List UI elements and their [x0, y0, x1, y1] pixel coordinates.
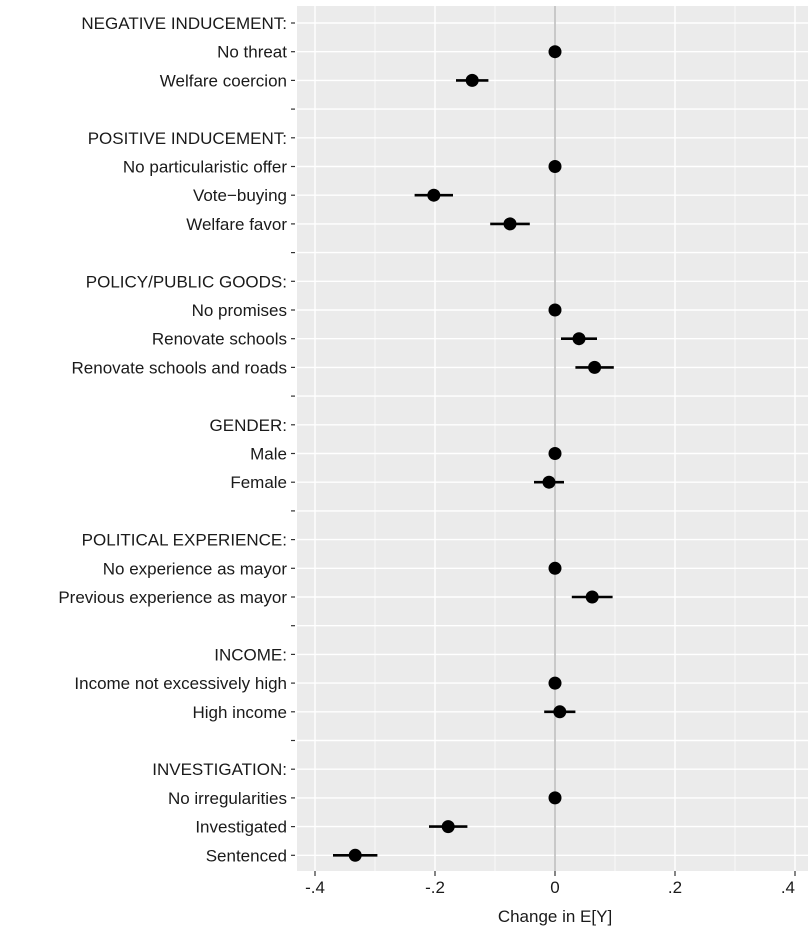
- row-label: High income: [193, 703, 288, 722]
- x-axis: -.4 -.2 0 .2 .4: [305, 871, 796, 897]
- y-axis-labels: NEGATIVE INDUCEMENT: No threat Welfare coe…: [58, 14, 295, 865]
- x-tick-label: -.2: [425, 878, 445, 897]
- x-tick-label: .4: [781, 878, 795, 897]
- estimate-point: [503, 217, 517, 231]
- group-header-label: GENDER:: [210, 416, 287, 435]
- estimate-point: [553, 705, 567, 719]
- row-label: Welfare favor: [186, 215, 287, 234]
- x-tick-label: .2: [668, 878, 682, 897]
- x-tick-label: -.4: [305, 878, 325, 897]
- estimate-point: [585, 590, 599, 604]
- estimate-point: [548, 303, 562, 317]
- estimate-point: [548, 791, 562, 805]
- estimate-point: [548, 447, 562, 460]
- row-label: Investigated: [195, 818, 287, 837]
- estimate-point: [441, 820, 455, 834]
- estimate-point: [548, 45, 562, 59]
- estimate-point: [465, 73, 479, 87]
- estimate-point: [588, 360, 602, 374]
- group-header-label: INVESTIGATION:: [152, 760, 287, 779]
- row-label: Renovate schools and roads: [72, 358, 287, 377]
- row-label: Welfare coercion: [160, 71, 287, 90]
- estimate-point: [542, 475, 556, 489]
- row-label: Male: [250, 445, 287, 464]
- group-header-label: POLITICAL EXPERIENCE:: [82, 531, 287, 550]
- estimate-point: [548, 160, 562, 173]
- plot-panel: [297, 6, 808, 871]
- row-label: No particularistic offer: [123, 158, 287, 177]
- estimate-point: [572, 332, 586, 346]
- group-header-label: INCOME:: [214, 645, 287, 664]
- row-label: No irregularities: [168, 789, 287, 808]
- estimate-point: [348, 848, 362, 862]
- row-label: No threat: [217, 43, 287, 62]
- estimate-point: [427, 188, 441, 202]
- row-label: No promises: [192, 301, 287, 320]
- row-label: Renovate schools: [152, 330, 287, 349]
- row-label: No experience as mayor: [103, 559, 288, 578]
- x-axis-title: Change in E[Y]: [498, 907, 612, 926]
- estimate-point: [548, 676, 562, 690]
- estimate-marks: [333, 45, 614, 862]
- row-label: Sentenced: [206, 846, 287, 865]
- group-header-label: POLICY/PUBLIC GOODS:: [86, 272, 287, 291]
- estimate-point: [548, 561, 562, 575]
- row-label: Previous experience as mayor: [58, 588, 287, 607]
- row-label: Vote−buying: [193, 186, 287, 205]
- group-header-label: NEGATIVE INDUCEMENT:: [81, 14, 287, 33]
- x-tick-label: 0: [550, 878, 559, 897]
- row-label: Female: [230, 473, 287, 492]
- row-label: Income not excessively high: [74, 674, 287, 693]
- group-header-label: POSITIVE INDUCEMENT:: [88, 129, 287, 148]
